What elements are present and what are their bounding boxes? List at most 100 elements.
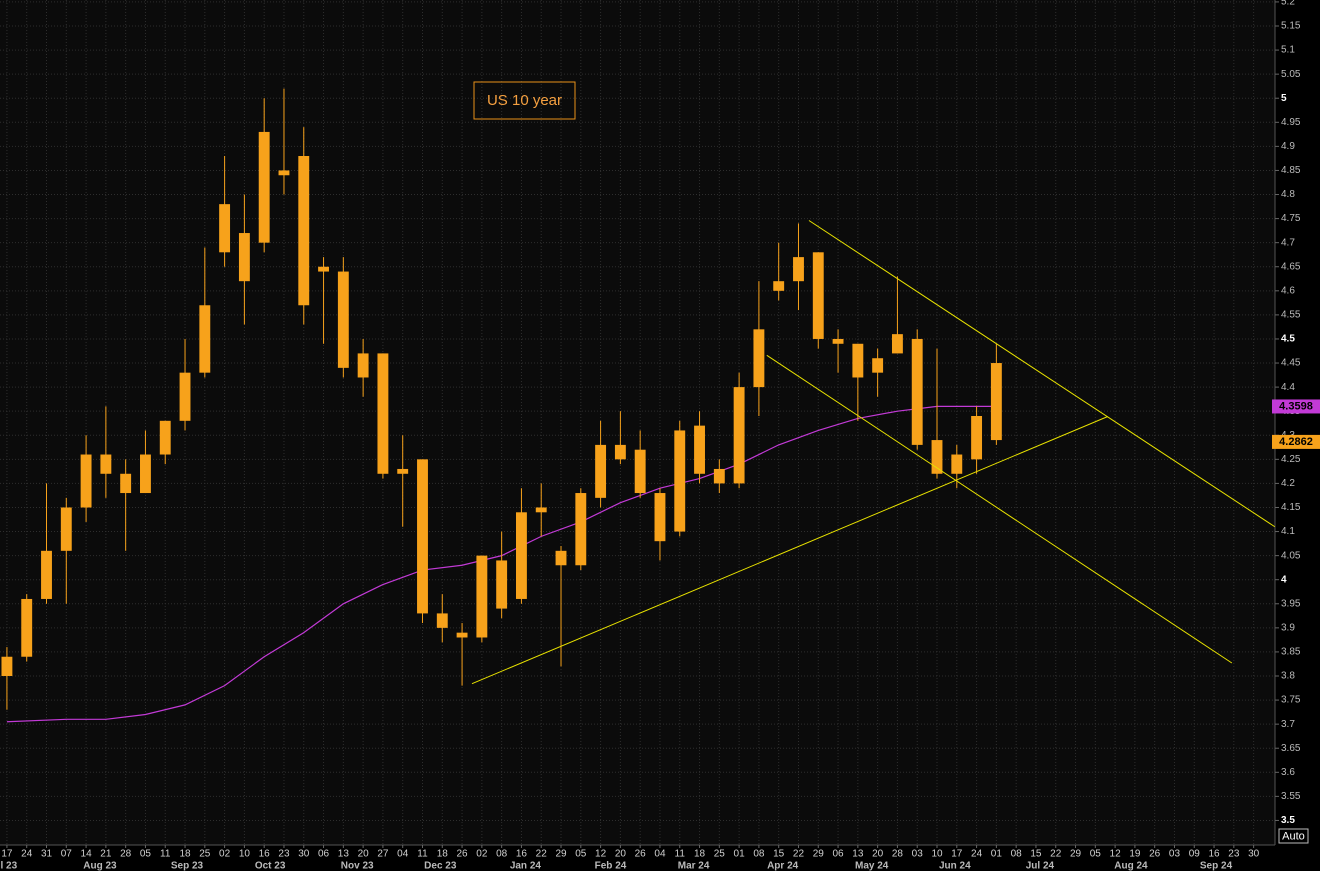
x-tick-label: 09 — [1189, 849, 1201, 860]
trend-line — [766, 354, 1233, 664]
plot-area — [1, 88, 1276, 723]
y-tick-label: 4.6 — [1281, 285, 1295, 296]
x-tick-label: 29 — [1070, 849, 1082, 860]
x-tick-label: 25 — [199, 849, 211, 860]
x-tick-label: 16 — [1208, 849, 1220, 860]
x-tick-label: 30 — [298, 849, 310, 860]
x-tick-label: 11 — [160, 849, 171, 860]
x-tick-label: 18 — [694, 849, 706, 860]
y-tick-label: 4.85 — [1281, 165, 1301, 176]
y-tick-label: 4.1 — [1281, 526, 1295, 537]
candle-body — [872, 358, 884, 373]
candle-body — [496, 560, 508, 609]
x-tick-label: 02 — [219, 849, 231, 860]
candle-body — [258, 131, 270, 243]
x-tick-label: 25 — [714, 849, 726, 860]
price-tag-label: 4.3598 — [1279, 400, 1313, 412]
x-tick-label: 12 — [1110, 849, 1122, 860]
candle-body — [951, 454, 963, 474]
candle-body — [377, 353, 389, 474]
candle-body — [318, 266, 329, 272]
candle-body — [971, 416, 983, 460]
x-tick-label: 21 — [100, 849, 112, 860]
y-tick-label: 4.2 — [1281, 478, 1295, 489]
title-box — [473, 81, 576, 120]
y-tick-label: 4.25 — [1281, 454, 1301, 465]
y-tick-label: 4.65 — [1281, 261, 1301, 272]
candle-body — [713, 468, 725, 484]
candle-body — [238, 233, 250, 282]
y-tick-label: 4.55 — [1281, 310, 1301, 321]
month-label: Apr 24 — [767, 861, 799, 871]
candle-body — [80, 454, 92, 508]
x-tick-label: 03 — [912, 849, 924, 860]
y-tick-label: 3.5 — [1281, 815, 1295, 826]
candle-body — [575, 493, 587, 566]
month-label: Aug 23 — [83, 861, 117, 871]
x-tick-label: 08 — [1011, 849, 1023, 860]
month-label: Dec 23 — [424, 861, 457, 871]
x-tick-label: 04 — [397, 849, 409, 860]
candle-body — [21, 598, 33, 657]
y-tick-label: 5.15 — [1281, 21, 1301, 32]
candle-body — [1, 656, 13, 676]
x-tick-label: 15 — [773, 849, 785, 860]
candle-body — [436, 613, 448, 628]
candle-body — [931, 440, 943, 474]
x-tick-label: 08 — [753, 849, 765, 860]
candle-body — [337, 271, 349, 368]
y-tick-label: 4.5 — [1281, 334, 1295, 345]
month-label: Jan 24 — [510, 861, 542, 871]
candle-body — [357, 353, 369, 378]
candle-body — [733, 387, 745, 484]
y-tick-label: 4.15 — [1281, 502, 1301, 513]
month-label: Nov 23 — [341, 861, 374, 871]
month-label: Feb 24 — [595, 861, 627, 871]
auto-button-label[interactable]: Auto — [1282, 830, 1305, 842]
candle-body — [476, 555, 488, 638]
y-tick-label: 4.4 — [1281, 382, 1295, 393]
month-label: Jul 24 — [1026, 861, 1055, 871]
price-tag-label: 4.2862 — [1279, 436, 1313, 448]
month-label: Aug 24 — [1114, 861, 1148, 871]
x-tick-label: 19 — [1129, 849, 1141, 860]
x-tick-label: 28 — [120, 849, 132, 860]
x-tick-label: 23 — [278, 849, 290, 860]
x-tick-label: 08 — [496, 849, 508, 860]
y-tick-label: 3.9 — [1281, 622, 1295, 633]
auto-button[interactable] — [1278, 828, 1309, 844]
candle-body — [456, 632, 468, 638]
candle-body — [120, 473, 132, 494]
y-tick-label: 3.8 — [1281, 671, 1295, 682]
month-label: Sep 24 — [1200, 861, 1233, 871]
y-tick-label: 4.95 — [1281, 117, 1301, 128]
x-tick-label: 15 — [1030, 849, 1042, 860]
y-tick-label: 5 — [1281, 93, 1287, 104]
x-tick-label: 11 — [675, 849, 686, 860]
x-tick-label: 20 — [872, 849, 884, 860]
x-tick-label: 29 — [813, 849, 825, 860]
candle-body — [535, 507, 547, 513]
x-tick-label: 24 — [971, 849, 983, 860]
x-tick-label: 26 — [457, 849, 469, 860]
price-tag — [1272, 434, 1320, 449]
chart-title: US 10 year — [487, 92, 562, 109]
candle-body — [634, 449, 646, 494]
x-tick-label: 10 — [931, 849, 943, 860]
y-tick-label: 5.1 — [1281, 45, 1295, 56]
x-tick-label: 18 — [437, 849, 449, 860]
x-axis-panel — [0, 845, 1320, 871]
y-tick-label: 4 — [1281, 574, 1287, 585]
candle-body — [219, 204, 231, 253]
y-tick-label: 5.05 — [1281, 69, 1301, 80]
candle-body — [159, 420, 171, 455]
candle-body — [832, 338, 844, 344]
candle-body — [60, 507, 72, 551]
x-tick-label: 01 — [991, 849, 1003, 860]
month-label: Jul 23 — [0, 861, 18, 871]
y-tick-label: 3.6 — [1281, 767, 1295, 778]
candle-body — [41, 550, 52, 599]
